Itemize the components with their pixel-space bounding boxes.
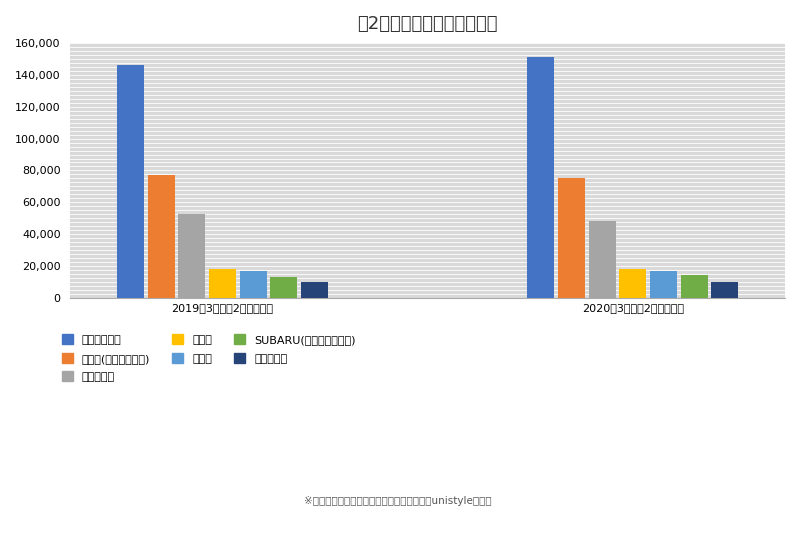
Bar [147, 175, 174, 298]
Bar [301, 282, 328, 298]
Bar [270, 277, 298, 298]
Bar [711, 282, 738, 298]
Legend: トヨタ自動車, ホンダ(本田技研工業), 日産自動車, スズキ, マツダ, SUBARU(旧：富士重工業), 三菱自動車: トヨタ自動車, ホンダ(本田技研工業), 日産自動車, スズキ, マツダ, SU… [62, 334, 356, 382]
Bar [589, 222, 616, 298]
Bar [681, 275, 708, 298]
Title: 第2四半期決算：連結売上高: 第2四半期決算：連結売上高 [358, 15, 498, 33]
Bar [558, 179, 585, 298]
Text: ※上記のグラフは、各社の決算短信をもとにunistyleが作成: ※上記のグラフは、各社の決算短信をもとにunistyleが作成 [304, 496, 492, 506]
Bar [527, 57, 554, 298]
Bar [650, 271, 677, 298]
Bar [619, 269, 646, 298]
Bar [117, 65, 144, 298]
Bar [178, 214, 206, 298]
Bar [240, 271, 266, 298]
Bar [209, 269, 236, 298]
